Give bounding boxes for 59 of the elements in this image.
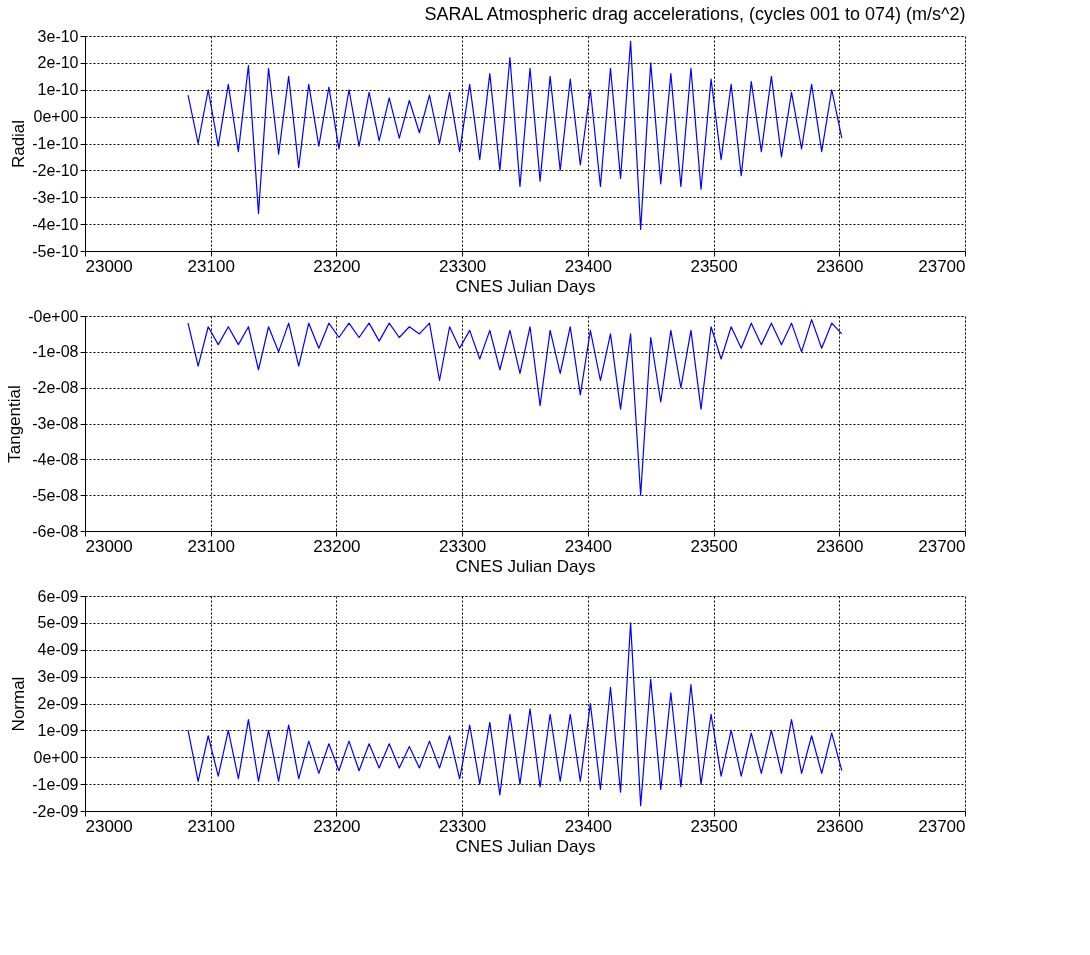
y-tick-label: -3e-10 xyxy=(32,188,79,206)
y-tick-label: 1e-10 xyxy=(37,81,79,99)
x-tick-label: 23400 xyxy=(564,816,612,836)
y-axis-title: Radial xyxy=(9,119,29,169)
x-tick-label: 23200 xyxy=(313,816,361,836)
y-axis-title: Normal xyxy=(9,676,29,732)
chart-title: SARAL Atmospheric drag accelerations, (cycles 001 to 074) (m/s^2) xyxy=(424,4,966,24)
x-tick-label: 23100 xyxy=(187,256,235,276)
x-tick-label: 23300 xyxy=(439,536,487,556)
line-series xyxy=(187,40,843,231)
x-tick-label: 23200 xyxy=(313,536,361,556)
x-axis-title: CNES Julian Days xyxy=(455,556,596,576)
y-tick-label: -4e-08 xyxy=(32,450,79,468)
y-tick-label: -2e-08 xyxy=(32,379,79,397)
y-tick-label: 2e-09 xyxy=(37,695,79,712)
x-tick-label: 23700 xyxy=(918,536,966,556)
y-tick-label: -1e-08 xyxy=(32,343,79,361)
x-tick-label: 23200 xyxy=(313,256,361,276)
y-tick-label: 0e+00 xyxy=(33,748,79,766)
y-tick-label: -2e-09 xyxy=(32,802,79,820)
line-series xyxy=(187,318,843,496)
x-tick-label: 23600 xyxy=(816,816,864,836)
y-tick-label: -6e-08 xyxy=(32,522,79,540)
y-tick-label: -5e-10 xyxy=(32,242,79,260)
x-axis-title: CNES Julian Days xyxy=(455,836,596,856)
y-axis-title: Tangential xyxy=(5,385,25,463)
y-tick-label: -0e+00 xyxy=(28,307,79,325)
y-tick-label: 1e-09 xyxy=(37,721,79,739)
x-tick-label: 23700 xyxy=(918,816,966,836)
y-tick-label: -2e-10 xyxy=(32,161,79,179)
y-tick-label: 4e-09 xyxy=(37,641,79,659)
x-tick-label: 23400 xyxy=(564,256,612,276)
y-tick-label: 2e-10 xyxy=(37,54,79,72)
x-tick-label: 23500 xyxy=(690,256,738,276)
x-tick-label: 23300 xyxy=(439,256,487,276)
x-tick-label: 23600 xyxy=(816,256,864,276)
x-tick-label: 23400 xyxy=(564,536,612,556)
x-tick-label: 23500 xyxy=(690,816,738,836)
line-series xyxy=(187,622,843,807)
x-tick-label: 23700 xyxy=(918,256,966,276)
y-tick-label: 0e+00 xyxy=(33,108,79,126)
y-tick-label: -1e-10 xyxy=(32,135,79,152)
y-tick-label: -5e-08 xyxy=(32,486,79,504)
x-tick-label: 23100 xyxy=(187,536,235,556)
x-tick-label: 23000 xyxy=(85,256,133,276)
x-axis-title: CNES Julian Days xyxy=(455,276,596,296)
x-tick-label: 23600 xyxy=(816,536,864,556)
y-tick-label: 5e-09 xyxy=(37,614,79,632)
y-tick-label: -4e-10 xyxy=(32,215,79,233)
y-tick-label: -1e-09 xyxy=(32,775,79,793)
y-tick-label: 3e-10 xyxy=(37,27,79,45)
x-tick-label: 23000 xyxy=(85,536,133,556)
x-tick-label: 23500 xyxy=(690,536,738,556)
y-tick-label: 6e-09 xyxy=(37,587,79,605)
y-tick-label: -3e-08 xyxy=(32,415,79,432)
x-tick-label: 23000 xyxy=(85,816,133,836)
x-tick-label: 23300 xyxy=(439,816,487,836)
x-tick-label: 23100 xyxy=(187,816,235,836)
y-tick-label: 3e-09 xyxy=(37,668,79,686)
